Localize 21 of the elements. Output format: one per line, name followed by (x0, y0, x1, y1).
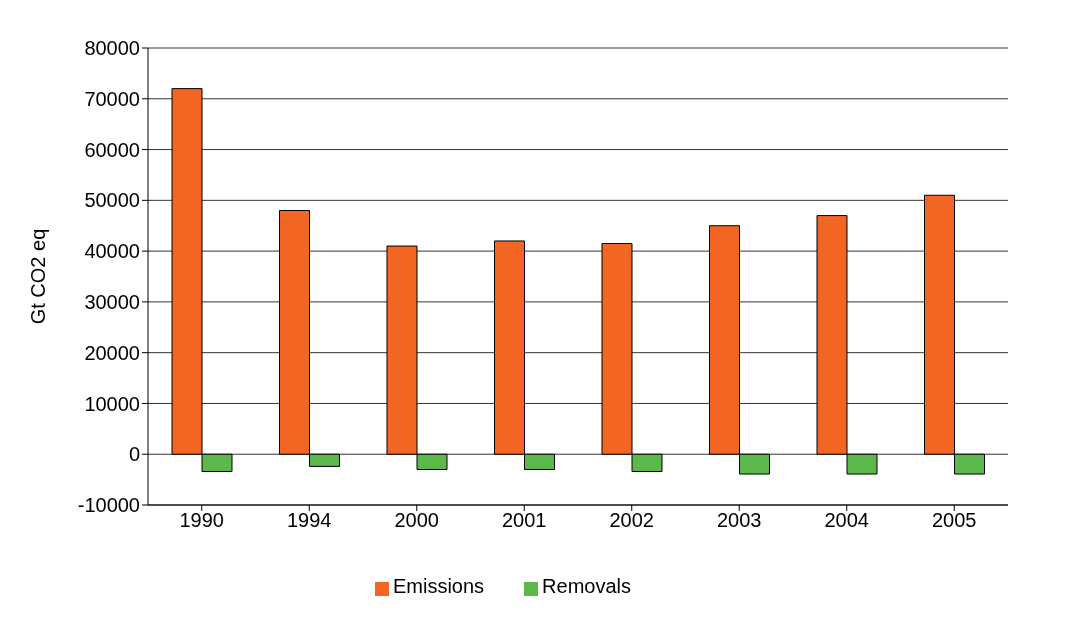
y-tick-label: 0 (128, 443, 140, 466)
y-tick-label: 40000 (84, 240, 140, 263)
y-tick-label: 80000 (84, 37, 140, 60)
y-axis-title: Gt CO2 eq (27, 228, 50, 325)
legend-label: Emissions (392, 575, 485, 597)
x-tick-label: 1990 (179, 509, 224, 532)
legend-label: Removals (542, 575, 632, 597)
y-tick-label: 60000 (84, 138, 140, 161)
x-tick-label: 2000 (394, 509, 439, 532)
y-tick-label: 30000 (84, 290, 140, 313)
x-tick-label: 2004 (824, 509, 869, 532)
y-tick-label: 50000 (84, 189, 140, 212)
x-tick-label: 2003 (717, 509, 762, 532)
x-tick-label: 1994 (287, 509, 332, 532)
x-tick-label: 2005 (932, 509, 977, 532)
x-tick-label: 2001 (502, 509, 547, 532)
y-tick-label: 70000 (84, 87, 140, 110)
y-tick-label: 20000 (84, 341, 140, 364)
y-tick-label: 10000 (84, 392, 140, 415)
x-tick-label: 2002 (609, 509, 654, 532)
y-tick-label: -10000 (77, 494, 140, 517)
